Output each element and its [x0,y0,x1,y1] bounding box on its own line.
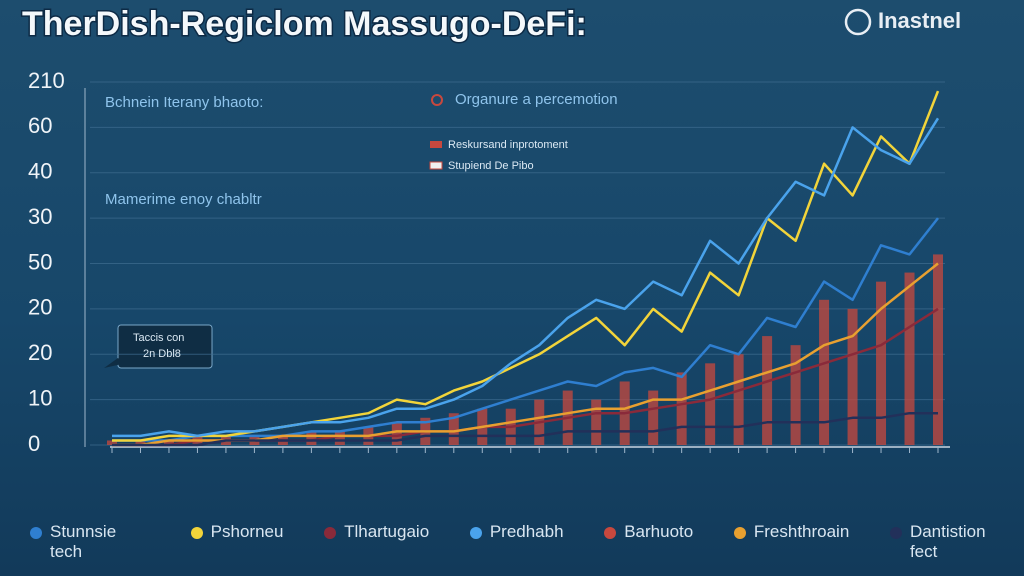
legend-item: Barhuoto [604,522,693,562]
annotation-marker [431,94,443,106]
annotation-marker [430,141,442,148]
bar [876,281,887,445]
legend-swatch [30,527,42,539]
annotation: 2n Dbl8 [143,348,181,360]
y-tick-label: 50 [28,249,52,274]
line-series [112,307,939,447]
annotation: Mamerime enoy chabltr [105,191,262,208]
bar [334,431,345,445]
bar [733,354,744,445]
legend-item: Predhabh [469,522,564,562]
bar [819,299,830,445]
annotation: Organure a percemotion [455,91,618,108]
legend-item: Stunnsie tech [30,522,150,562]
line-series [112,117,940,438]
callout-tail [104,358,122,368]
legend-label: Pshorneu [210,522,284,541]
legend-label: Stunnsie tech [50,522,117,561]
annotation-marker [429,161,443,170]
bar [107,440,117,445]
legend: Stunnsie tech Pshorneu Tlhartugaio Predhabh… [30,522,1010,562]
y-tick-label: 210 [28,68,65,93]
bar [306,431,317,445]
y-tick-label: 40 [28,159,52,184]
y-tick-label: 60 [28,113,52,138]
legend-swatch [324,527,337,539]
annotation: Taccis con [133,332,184,344]
legend-swatch [190,527,203,539]
legend-label: Tlhartugaio [344,522,430,541]
bar [135,440,146,445]
bar [705,363,716,445]
annotation: Stupiend De Pibo [448,160,534,172]
annotation: Reskursand inprotoment [448,139,568,151]
y-tick-label: 0 [28,431,40,456]
y-tick-label: 10 [28,385,52,410]
logo-icon [844,8,872,36]
bar [448,413,459,445]
legend-label: Dantistion fect [909,522,986,561]
legend-swatch [604,527,617,539]
bar [847,308,858,445]
bar [904,272,915,445]
plot-area [107,90,943,447]
legend-label: Predhabh [489,522,564,541]
callout-box [117,324,213,369]
line-series [112,217,939,442]
legend-item: Tlhartugaio [324,522,429,562]
bar [648,390,659,445]
annotation: Bchnein Iterany bhaoto: [105,94,263,111]
legend-swatch [889,527,902,539]
logo-text: Inastnel [878,8,961,33]
legend-swatch [469,527,482,539]
bar [762,336,773,445]
y-tick-label: 30 [28,204,52,229]
y-tick-label: 20 [28,295,52,320]
bar [790,345,801,445]
legend-swatch [733,527,746,539]
bar [591,399,602,445]
bar [163,440,174,445]
y-tick-label: 20 [28,340,52,365]
legend-item: Freshthroain [733,522,850,562]
legend-label: Barhuoto [624,522,694,541]
chart-title: TherDish-Regiclom Massugo-DeFi: [22,5,587,43]
legend-item: Pshorneu [190,522,284,562]
bar [391,422,402,445]
bar [676,372,687,445]
bar [933,254,943,445]
legend-label: Freshthroain [753,522,850,541]
legend-item: Dantistion fect [889,522,1010,562]
line-series [112,411,938,447]
